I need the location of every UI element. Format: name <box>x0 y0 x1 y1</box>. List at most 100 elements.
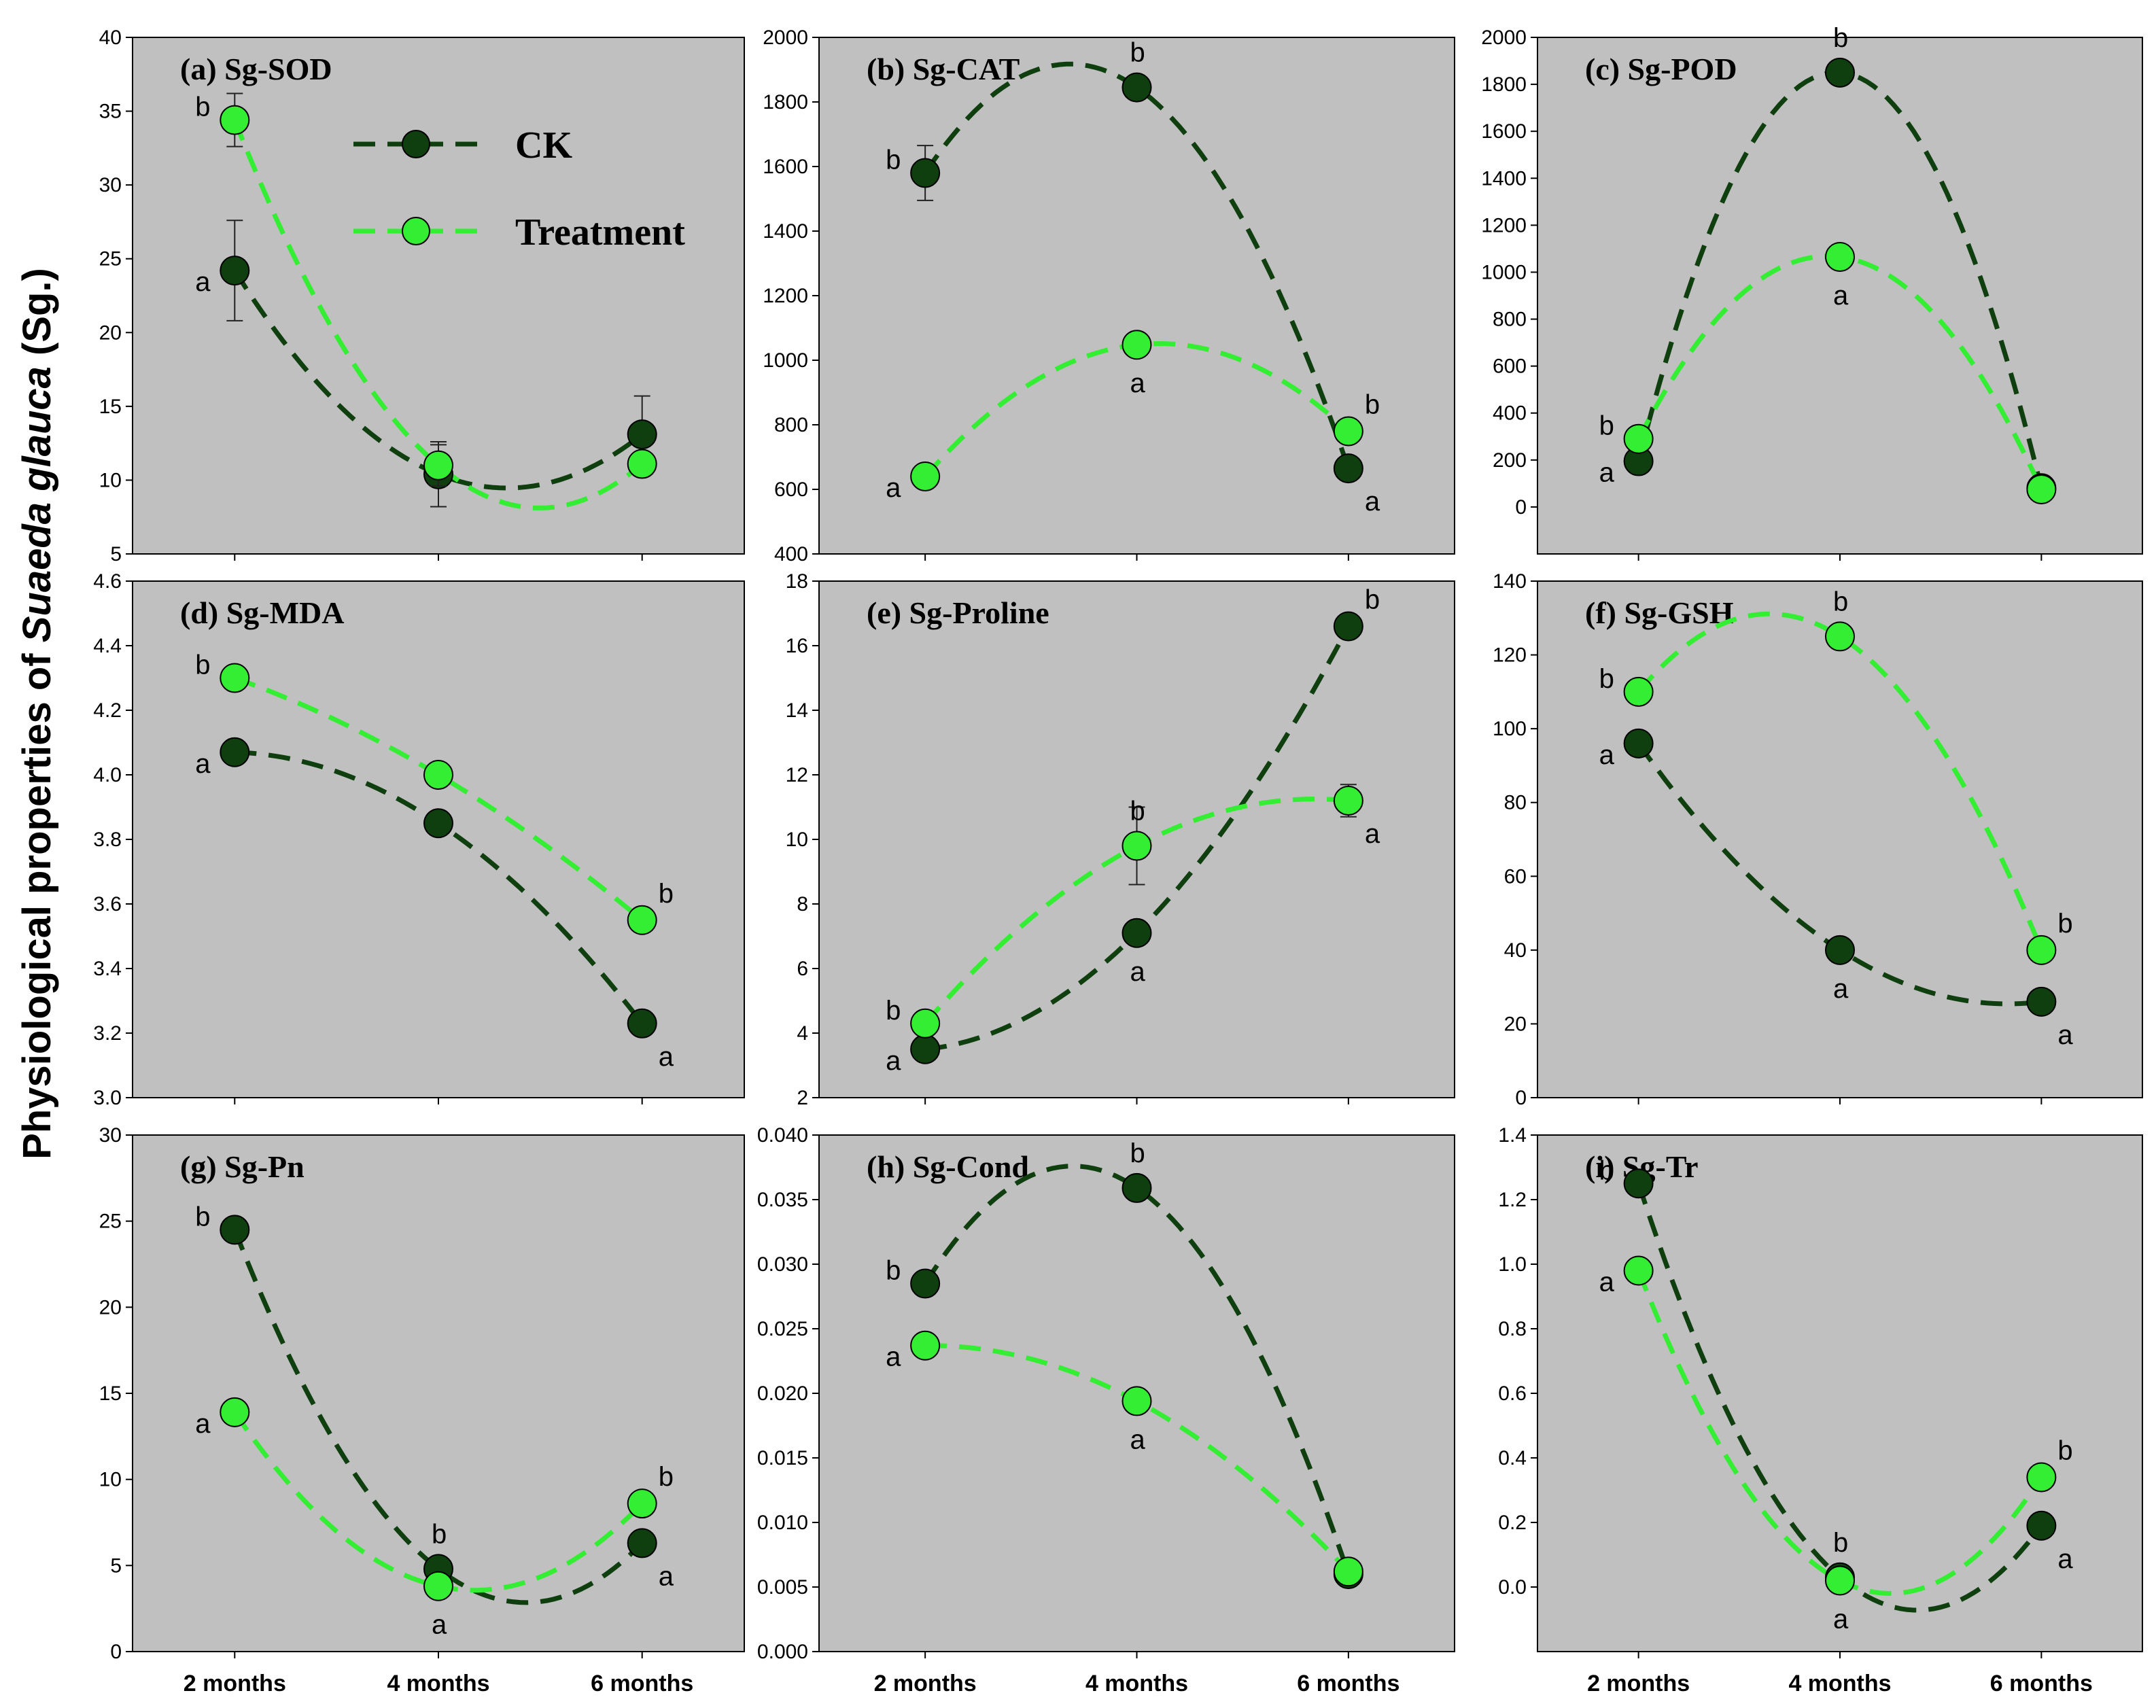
y-tick-label-h: 0.030 <box>757 1253 808 1276</box>
y-tick-label-g: 10 <box>99 1469 122 1491</box>
y-tick-label-b: 400 <box>774 543 808 565</box>
point-c-treatment-1 <box>1623 423 1654 454</box>
series-line-b-ck <box>923 61 1351 470</box>
point-d-ck-1 <box>220 737 250 767</box>
panel-title-g: (g) Sg-Pn <box>180 1149 305 1184</box>
point-b-treatment-2 <box>1122 330 1152 360</box>
point-b-treatment-3 <box>1333 416 1363 447</box>
sig-letter-i: a <box>1599 1268 1615 1297</box>
plot-area-f <box>1537 580 2143 1098</box>
y-tick-label-b: 1800 <box>763 91 808 114</box>
point-c-treatment-2 <box>1825 242 1855 272</box>
sig-letter-g: b <box>659 1462 674 1492</box>
y-tick-label-b: 1600 <box>763 156 808 178</box>
series-line-f-treatment <box>1636 611 2044 952</box>
sig-letter-d: b <box>659 879 674 909</box>
series-line-a-treatment <box>232 119 644 510</box>
point-h-treatment-1 <box>910 1330 941 1361</box>
legend-treatment-label: Treatment <box>515 211 685 254</box>
sig-letter-d: a <box>659 1042 674 1072</box>
point-h-ck-2 <box>1122 1172 1152 1203</box>
point-c-treatment-3 <box>2026 474 2057 504</box>
sig-letter-b: b <box>1130 38 1145 68</box>
point-e-ck-1 <box>910 1034 941 1064</box>
point-d-treatment-1 <box>220 663 250 693</box>
panel-title-f: (f) Sg-GSH <box>1585 595 1734 630</box>
sig-letter-f: a <box>2057 1020 2073 1050</box>
x-tick-label-h: 4 months <box>1085 1671 1188 1696</box>
sig-letter-f: b <box>1599 664 1614 694</box>
y-tick-label-c: 400 <box>1493 402 1527 425</box>
point-i-ck-1 <box>1623 1168 1654 1199</box>
y-tick-label-i: 0.4 <box>1498 1447 1527 1469</box>
y-tick-label-f: 80 <box>1504 792 1527 814</box>
y-tick-label-g: 30 <box>99 1124 122 1147</box>
y-tick-label-d: 3.6 <box>93 893 122 916</box>
y-tick-label-c: 1800 <box>1481 73 1527 96</box>
y-tick-label-a: 35 <box>99 101 122 123</box>
figure-y-axis-title: Physiological properties of Suaeda glauc… <box>15 268 59 1160</box>
point-e-ck-2 <box>1122 918 1152 948</box>
sig-letter-c: a <box>1599 458 1615 488</box>
point-d-ck-2 <box>423 808 453 839</box>
sig-letter-h: a <box>1130 1425 1146 1454</box>
y-tick-label-i: 0.0 <box>1498 1576 1527 1599</box>
sig-letter-i: b <box>1599 1155 1614 1185</box>
y-tick-label-e: 12 <box>786 764 808 786</box>
y-tick-label-b: 800 <box>774 414 808 436</box>
point-e-ck-3 <box>1333 611 1363 642</box>
sig-letter-i: a <box>2057 1544 2073 1574</box>
point-d-treatment-2 <box>423 760 453 790</box>
y-tick-label-c: 1400 <box>1481 167 1527 190</box>
sig-letter-g: a <box>659 1561 674 1591</box>
sig-letter-g: b <box>195 1202 210 1232</box>
panel-title-b: (b) Sg-CAT <box>867 52 1020 86</box>
sig-letter-h: b <box>1130 1138 1145 1168</box>
point-f-treatment-1 <box>1623 676 1654 707</box>
y-tick-label-g: 15 <box>99 1382 122 1405</box>
x-tick-label-i: 6 months <box>1990 1671 2093 1696</box>
point-e-treatment-3 <box>1333 786 1363 816</box>
y-tick-label-c: 0 <box>1515 496 1527 519</box>
y-tick-label-d: 3.8 <box>93 829 122 851</box>
sig-letter-h: b <box>886 1256 901 1286</box>
sig-letter-b: b <box>886 145 901 175</box>
sig-letter-e: b <box>1130 797 1145 826</box>
x-tick-label-h: 6 months <box>1297 1671 1399 1696</box>
sig-letter-g: b <box>432 1519 447 1549</box>
sig-letter-e: a <box>886 1046 901 1076</box>
panel-i: 0.0 0.2 0.4 0.6 0.8 1.0 1.2 1.4 2 months 4 months… <box>1498 1124 2143 1696</box>
point-e-treatment-1 <box>910 1008 941 1039</box>
y-tick-label-g: 5 <box>110 1554 122 1577</box>
y-tick-label-i: 1.0 <box>1498 1253 1527 1276</box>
y-tick-label-c: 1000 <box>1481 261 1527 283</box>
panel-f: 0 20 40 60 80 100 120 140 (f) Sg-GSH b a b a b a <box>1493 570 2143 1109</box>
y-tick-label-d: 3.2 <box>93 1022 122 1045</box>
y-tick-label-h: 0.035 <box>757 1189 808 1211</box>
point-b-ck-1 <box>910 158 941 188</box>
y-tick-label-i: 0.2 <box>1498 1512 1527 1534</box>
panel-g: 0 5 10 15 20 25 30 2 months 4 months 6 months (g) … <box>99 1124 745 1696</box>
sig-letter-a: a <box>195 267 211 297</box>
y-tick-label-f: 60 <box>1504 865 1527 888</box>
legend-ck-label: CK <box>515 124 572 167</box>
sig-letter-b: a <box>1365 487 1380 517</box>
point-g-treatment-1 <box>220 1397 250 1427</box>
y-tick-label-h: 0.015 <box>757 1447 808 1469</box>
sig-letter-a: b <box>195 92 210 122</box>
sig-letter-f: a <box>1833 974 1849 1004</box>
y-tick-label-f: 100 <box>1493 718 1527 740</box>
series-line-g-ck <box>232 1229 644 1605</box>
sig-letter-g: a <box>195 1409 211 1439</box>
point-f-ck-2 <box>1825 935 1855 965</box>
y-tick-label-g: 0 <box>110 1641 122 1663</box>
panel-d: 3.0 3.2 3.4 3.6 3.8 4.0 4.2 4.4 4.6 (d) Sg-MDA b a b… <box>93 570 745 1109</box>
sig-letter-i: b <box>2057 1436 2072 1466</box>
y-tick-label-i: 0.8 <box>1498 1318 1527 1340</box>
sig-letter-b: a <box>1130 368 1146 398</box>
y-tick-label-h: 0.000 <box>757 1641 808 1663</box>
panel-title-h: (h) Sg-Cond <box>867 1149 1029 1184</box>
y-tick-label-i: 1.4 <box>1498 1124 1527 1147</box>
y-tick-label-f: 120 <box>1493 644 1527 667</box>
